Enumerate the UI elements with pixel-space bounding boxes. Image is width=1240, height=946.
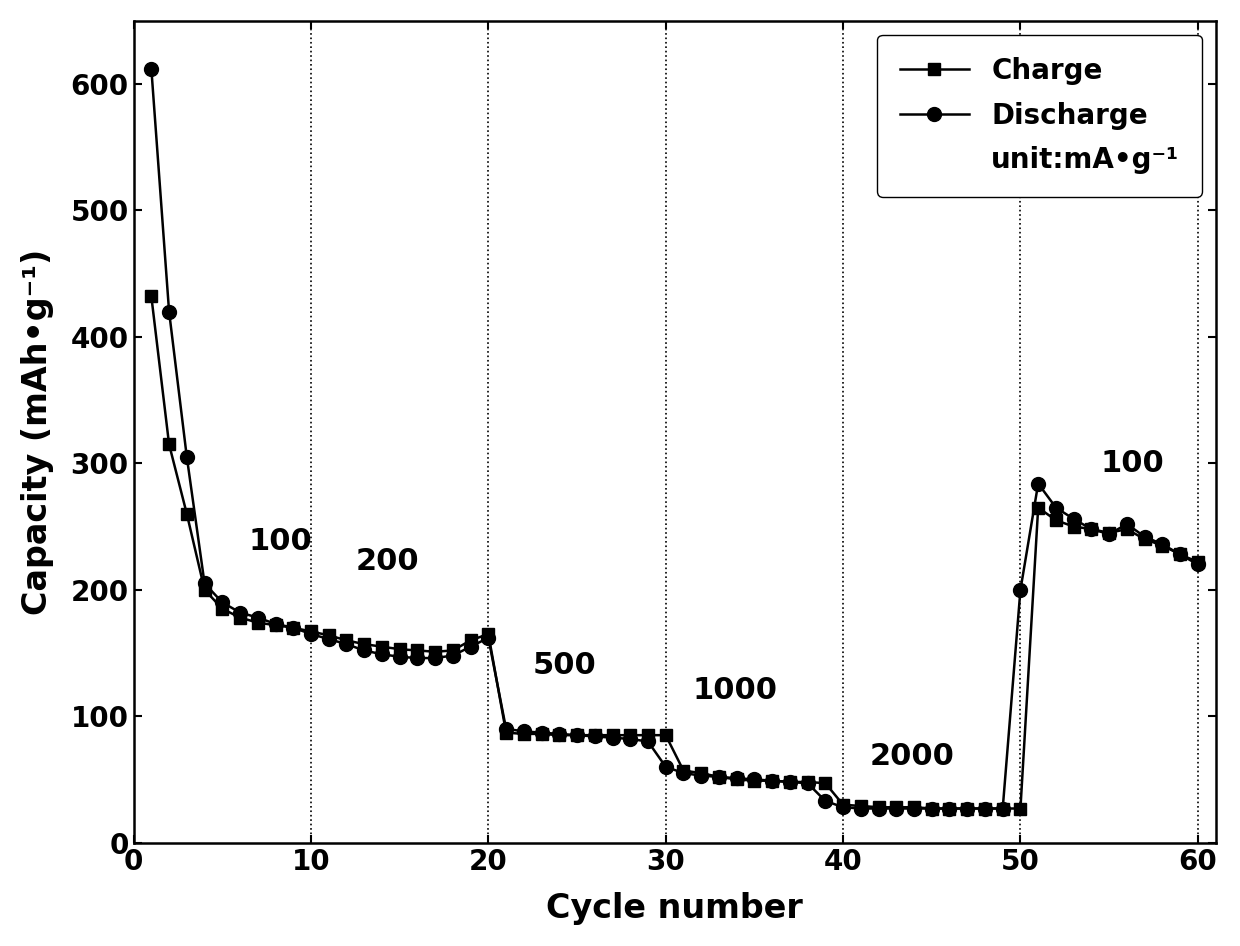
Text: 1000: 1000 bbox=[692, 676, 777, 706]
Charge bbox=[410, 645, 425, 657]
Charge bbox=[1190, 556, 1205, 568]
Text: 200: 200 bbox=[356, 548, 419, 576]
Charge bbox=[144, 290, 159, 302]
Discharge bbox=[800, 778, 815, 789]
Text: 100: 100 bbox=[249, 527, 312, 556]
Charge bbox=[445, 645, 460, 657]
Charge bbox=[924, 803, 939, 815]
Legend: Charge, Discharge, unit:mA•g⁻¹: Charge, Discharge, unit:mA•g⁻¹ bbox=[878, 35, 1202, 197]
Discharge bbox=[481, 632, 496, 643]
Text: 500: 500 bbox=[533, 651, 596, 680]
Discharge bbox=[498, 723, 513, 734]
Line: Charge: Charge bbox=[146, 291, 1203, 815]
Text: 2000: 2000 bbox=[869, 743, 955, 771]
Y-axis label: Capacity (mAh•g⁻¹): Capacity (mAh•g⁻¹) bbox=[21, 249, 53, 615]
Line: Discharge: Discharge bbox=[144, 61, 1205, 815]
X-axis label: Cycle number: Cycle number bbox=[546, 892, 804, 925]
Discharge bbox=[144, 63, 159, 75]
Discharge bbox=[1190, 559, 1205, 570]
Discharge bbox=[410, 653, 425, 664]
Discharge bbox=[853, 803, 868, 815]
Charge bbox=[321, 630, 336, 641]
Charge bbox=[800, 777, 815, 788]
Charge bbox=[498, 727, 513, 738]
Text: 100: 100 bbox=[1100, 448, 1164, 478]
Charge bbox=[481, 628, 496, 639]
Discharge bbox=[445, 650, 460, 661]
Discharge bbox=[321, 634, 336, 645]
